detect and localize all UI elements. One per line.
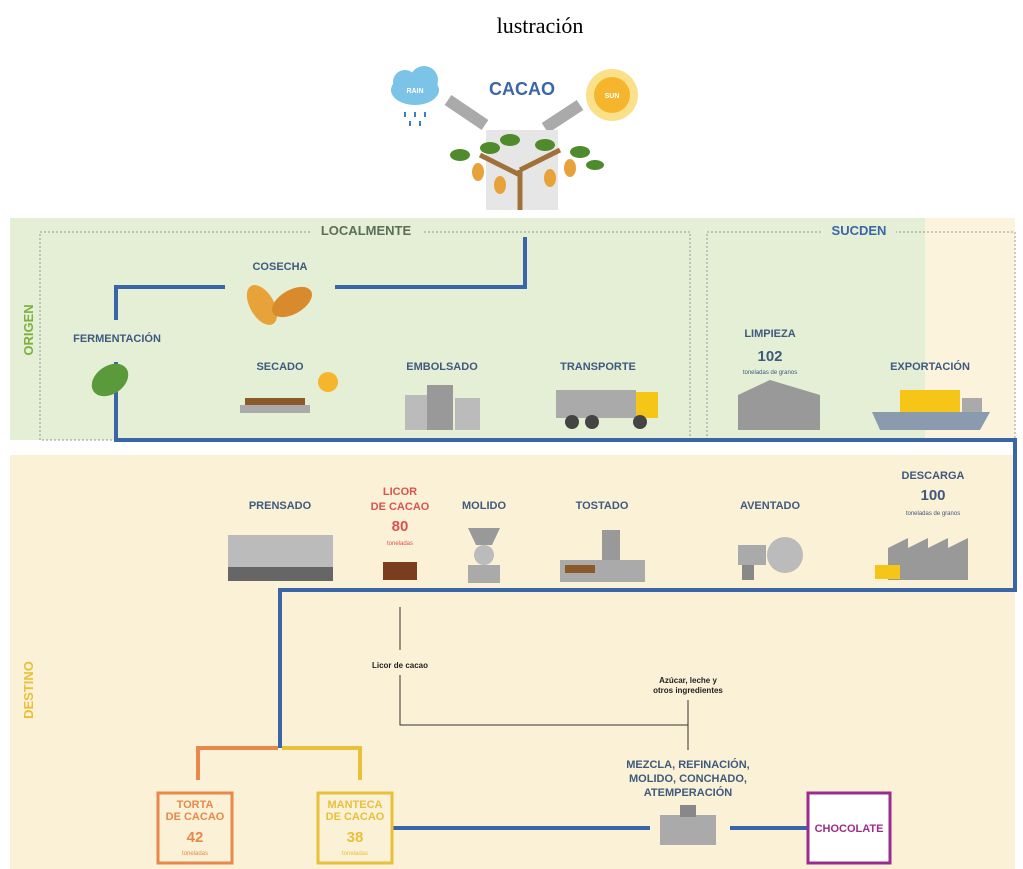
section-title: LOCALMENTE [321, 223, 412, 238]
step-label: TOSTADO [576, 500, 629, 512]
liquor-icon [383, 562, 417, 580]
band-label: ORIGEN [21, 304, 36, 355]
product-label: CHOCOLATE [815, 823, 884, 835]
section-title: SUCDEN [832, 223, 887, 238]
flow-label: otros ingredientes [653, 686, 723, 695]
product-label: MANTECA [328, 799, 383, 811]
flow-label: Licor de cacao [372, 661, 428, 670]
arrow [448, 100, 485, 125]
step-label: MOLIDO [462, 500, 506, 512]
cacao-title: CACAO [489, 79, 555, 99]
step-unit: toneladas [387, 541, 413, 547]
step-amount: 100 [920, 487, 945, 504]
sun-icon: SUN [586, 69, 638, 121]
step-label: LICOR [383, 486, 417, 498]
product-amount: 38 [347, 829, 364, 846]
step-label: EMBOLSADO [406, 361, 478, 373]
process-label: ATEMPERACIÓN [644, 786, 732, 799]
product-unit: toneladas [342, 851, 368, 857]
product-label: TORTA [177, 799, 214, 811]
press-icon [228, 535, 333, 581]
step-label: DE CACAO [371, 501, 430, 513]
product-label: DE CACAO [166, 811, 225, 823]
infographic: lustración RAIN CACAO SUN LOCALMENTE SUC… [0, 0, 1023, 869]
product-unit: toneladas [182, 851, 208, 857]
rain-label: RAIN [406, 88, 423, 95]
flow-label: Azúcar, leche y [659, 676, 717, 685]
step-label: AVENTADO [740, 500, 801, 512]
step-label: COSECHA [252, 261, 307, 273]
step-amount: 102 [757, 348, 782, 365]
step-label: SECADO [256, 361, 304, 373]
step-label: FERMENTACIÓN [73, 332, 161, 345]
step-label: PRENSADO [249, 500, 312, 512]
origin-band [10, 218, 1015, 440]
product-label: DE CACAO [326, 811, 385, 823]
process-label: MEZCLA, REFINACIÓN, [626, 758, 749, 771]
sun-label: SUN [605, 93, 620, 100]
arrow [545, 105, 580, 128]
step-label: LIMPIEZA [744, 328, 795, 340]
page-title: lustración [497, 13, 584, 38]
step-unit: toneladas de granos [906, 511, 960, 517]
process-label: MOLIDO, CONCHADO, [629, 773, 747, 785]
step-label: TRANSPORTE [560, 361, 636, 373]
step-amount: 80 [392, 518, 409, 535]
product-amount: 42 [187, 829, 204, 846]
rain-icon: RAIN [391, 66, 439, 126]
step-label: DESCARGA [902, 470, 965, 482]
band-label: DESTINO [21, 661, 36, 719]
step-label: EXPORTACIÓN [890, 360, 970, 373]
step-unit: toneladas de granos [743, 370, 797, 376]
